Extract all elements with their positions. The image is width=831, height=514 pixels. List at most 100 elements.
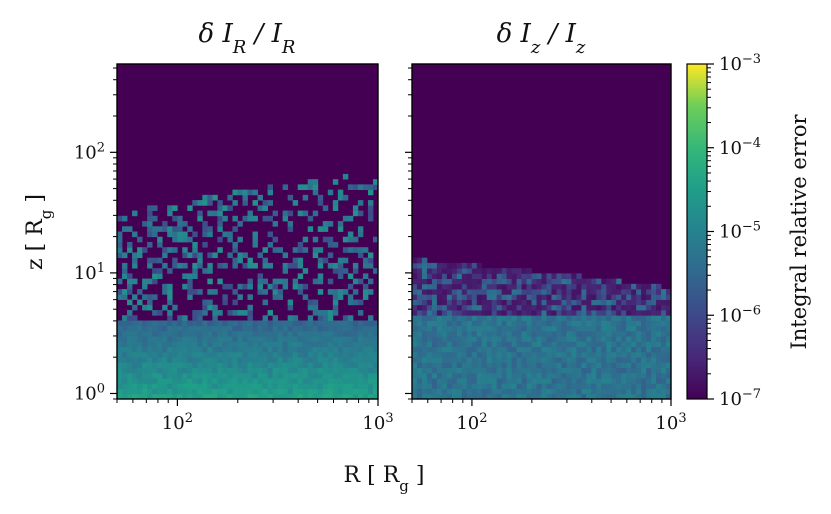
heatmap-cell: [531, 341, 537, 348]
heatmap-cell: [601, 289, 607, 295]
heatmap-cell: [491, 289, 498, 295]
heatmap-cell: [277, 294, 284, 300]
heatmap-cell: [282, 393, 289, 400]
heatmap-cell: [282, 383, 289, 389]
heatmap-cell: [257, 194, 263, 201]
heatmap-cell: [317, 351, 324, 358]
heatmap-cell: [167, 372, 173, 379]
heatmap-cell: [521, 351, 527, 358]
heatmap-cell: [496, 383, 503, 389]
heatmap-cell: [412, 304, 418, 311]
heatmap-cell: [127, 283, 133, 290]
heatmap-cell: [516, 283, 522, 290]
heatmap-cell: [237, 393, 243, 400]
heatmap-cell: [431, 362, 438, 368]
heatmap-cell: [337, 388, 344, 395]
heatmap-cell: [212, 367, 218, 374]
heatmap-cell: [322, 257, 329, 264]
heatmap-cell: [262, 336, 268, 342]
heatmap-cell: [337, 383, 344, 389]
heatmap-cell: [307, 367, 314, 374]
heatmap-cell: [621, 320, 627, 327]
heatmap-cell: [217, 357, 223, 363]
heatmap-cell: [352, 262, 359, 269]
panel-title-radial: δ IR / IR: [199, 19, 296, 58]
heatmap-cell: [282, 330, 289, 337]
heatmap-cell: [192, 289, 198, 295]
heatmap-cell: [491, 393, 498, 400]
heatmap-cell: [446, 336, 453, 342]
heatmap-cell: [292, 393, 299, 400]
heatmap-cell: [222, 378, 228, 384]
heatmap-cell: [626, 289, 632, 295]
heatmap-cell: [656, 357, 662, 363]
heatmap-cell: [481, 346, 488, 353]
heatmap-cell: [456, 362, 463, 368]
heatmap-cell: [441, 336, 448, 342]
heatmap-cell: [202, 330, 208, 337]
heatmap-cell: [621, 294, 627, 300]
heatmap-cell: [581, 289, 587, 295]
heatmap-cell: [172, 330, 178, 337]
heatmap-cell: [197, 357, 203, 363]
heatmap-cell: [317, 315, 324, 321]
heatmap-cell: [456, 262, 463, 269]
heatmap-cell: [561, 278, 567, 285]
heatmap-cell: [207, 372, 213, 379]
heatmap-cell: [436, 383, 443, 389]
heatmap-cell: [207, 388, 213, 395]
heatmap-cell: [142, 320, 148, 327]
heatmap-cell: [556, 362, 562, 368]
heatmap-cell: [601, 330, 607, 337]
heatmap-cell: [127, 247, 133, 253]
heatmap-cell: [117, 320, 123, 327]
heatmap-cell: [591, 388, 597, 395]
heatmap-cell: [252, 241, 258, 248]
heatmap-cell: [197, 383, 203, 389]
heatmap-cell: [541, 388, 547, 395]
heatmap-cell: [631, 341, 637, 348]
heatmap-cell: [516, 294, 522, 300]
heatmap-cell: [232, 320, 238, 327]
heatmap-cell: [172, 336, 178, 342]
heatmap-cell: [277, 393, 284, 400]
heatmap-cell: [656, 336, 662, 342]
heatmap-cell: [272, 336, 279, 342]
heatmap-cell: [122, 320, 128, 327]
heatmap-cell: [177, 362, 183, 368]
heatmap-cell: [162, 383, 168, 389]
heatmap-cell: [476, 299, 483, 306]
heatmap-cell: [456, 383, 463, 389]
heatmap-cell: [471, 325, 478, 332]
heatmap-cell: [197, 362, 203, 368]
heatmap-cell: [521, 367, 527, 374]
heatmap-cell: [551, 299, 557, 306]
heatmap-cell: [307, 330, 314, 337]
heatmap-cell: [646, 383, 652, 389]
heatmap-cell: [506, 320, 513, 327]
heatmap-cell: [202, 362, 208, 368]
heatmap-cell: [287, 299, 294, 306]
heatmap-cell: [466, 346, 473, 353]
heatmap-cell: [322, 310, 329, 316]
heatmap-cell: [362, 257, 369, 264]
heatmap-cell: [496, 367, 503, 374]
heatmap-cell: [272, 351, 279, 358]
heatmap-cell: [616, 336, 622, 342]
heatmap-cell: [571, 289, 577, 295]
heatmap-cell: [222, 325, 228, 332]
heatmap-cell: [566, 325, 572, 332]
heatmap-cell: [232, 351, 238, 358]
heatmap-cell: [561, 304, 567, 311]
heatmap-cell: [362, 283, 369, 290]
heatmap-cell: [541, 351, 547, 358]
heatmap-cell: [646, 315, 652, 321]
heatmap-cell: [551, 310, 557, 316]
heatmap-cell: [272, 388, 279, 395]
heatmap-cell: [631, 346, 637, 353]
heatmap-cell: [242, 252, 248, 259]
heatmap-cell: [486, 383, 493, 389]
heatmap-cell: [357, 320, 364, 327]
heatmap-cell: [576, 378, 582, 384]
heatmap-cell: [641, 341, 647, 348]
